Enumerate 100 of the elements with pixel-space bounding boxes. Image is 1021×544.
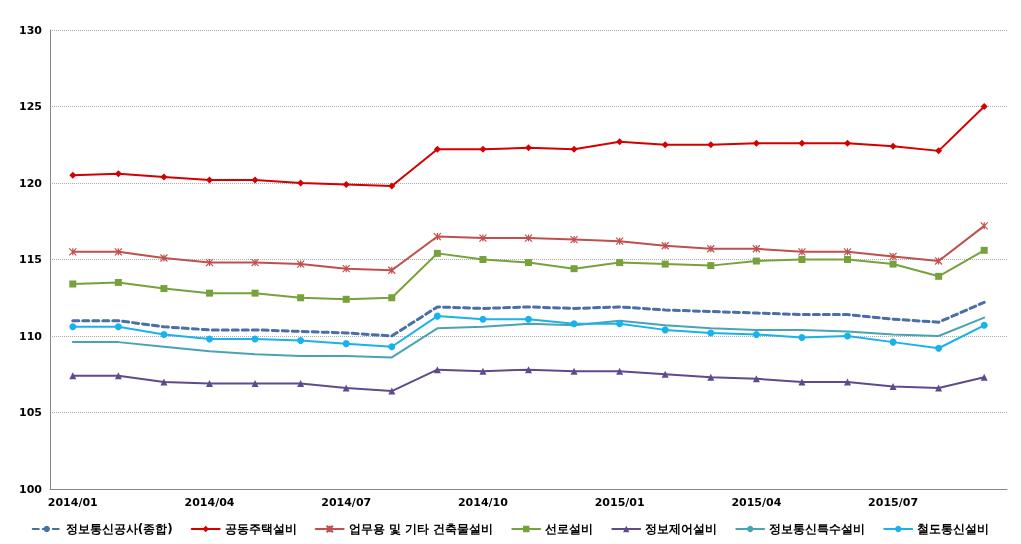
point (889, 382, 897, 390)
y-tick-label: 115 (19, 253, 42, 266)
legend-label: 정보통신공사(종합) (65, 522, 173, 536)
x-tick-label: 2015/04 (731, 496, 782, 509)
point (297, 379, 305, 387)
point (752, 330, 760, 338)
point (251, 379, 259, 387)
point (297, 337, 305, 345)
point (935, 344, 943, 352)
point (570, 265, 578, 273)
point (844, 332, 851, 340)
point (616, 320, 624, 328)
point (433, 249, 441, 257)
point (616, 259, 624, 267)
point (935, 272, 943, 280)
point (433, 145, 441, 153)
point (661, 326, 669, 334)
point (707, 373, 715, 381)
point (205, 258, 214, 267)
point (935, 384, 943, 392)
point (479, 145, 487, 153)
point (160, 173, 168, 181)
point (160, 285, 168, 293)
point (342, 295, 350, 303)
point (114, 323, 122, 331)
legend-label: 공동주택설비 (224, 522, 297, 536)
point (525, 315, 532, 323)
point (478, 233, 488, 243)
legend-label: 업무용 및 기타 건축물설비 (348, 522, 494, 536)
point (569, 235, 579, 244)
point (798, 256, 806, 263)
x-tick-label: 2014/10 (457, 496, 509, 509)
point (661, 241, 670, 250)
point (798, 139, 806, 147)
point (388, 387, 396, 395)
point (524, 233, 533, 243)
point (843, 247, 852, 256)
point (889, 142, 897, 150)
point (615, 237, 624, 246)
point (297, 294, 305, 302)
point (387, 266, 396, 275)
point (797, 247, 807, 256)
point (342, 384, 350, 392)
point (525, 259, 532, 267)
point (342, 340, 350, 348)
point (844, 139, 851, 147)
point (844, 256, 851, 263)
point (69, 280, 77, 288)
point (798, 334, 806, 342)
point (251, 176, 259, 184)
point (889, 260, 897, 268)
point (114, 278, 122, 286)
point (206, 176, 213, 184)
point (570, 367, 578, 375)
point (980, 321, 988, 329)
legend-label: 철도통신설비 (917, 522, 990, 536)
line-series (71, 300, 986, 338)
line-series (71, 316, 986, 359)
point (616, 367, 624, 375)
point (888, 252, 898, 261)
point (206, 289, 213, 297)
point (706, 244, 715, 253)
x-tick-label: 2015/01 (594, 496, 645, 509)
y-tick-label: 100 (19, 482, 43, 496)
point (752, 244, 761, 253)
point (250, 258, 260, 267)
point (479, 315, 487, 323)
y-tick-label: 130 (19, 23, 43, 37)
point (525, 366, 532, 374)
point (159, 253, 169, 263)
y-tick-label: 105 (19, 406, 42, 419)
point (342, 181, 350, 189)
y-tick-label: 125 (19, 100, 42, 113)
point (934, 256, 943, 266)
point (388, 294, 396, 302)
point (616, 138, 624, 146)
point (114, 247, 123, 256)
legend-label: 정보통신특수설비 (769, 522, 866, 536)
point (980, 373, 988, 381)
x-tick-label: 2014/07 (321, 496, 372, 509)
point (251, 289, 259, 297)
point (342, 264, 351, 273)
point (68, 247, 77, 256)
point (570, 320, 578, 328)
point (661, 370, 669, 378)
point (707, 329, 715, 337)
point (661, 260, 669, 268)
point (69, 323, 77, 331)
point (935, 147, 943, 155)
point (433, 232, 442, 241)
legend-label: 정보제어설비 (645, 522, 718, 536)
point (707, 262, 715, 270)
point (844, 378, 851, 386)
point (980, 246, 988, 254)
point (752, 257, 760, 265)
point (661, 141, 669, 149)
point (388, 343, 396, 351)
point (206, 379, 213, 387)
point (433, 312, 441, 320)
point (160, 330, 168, 338)
